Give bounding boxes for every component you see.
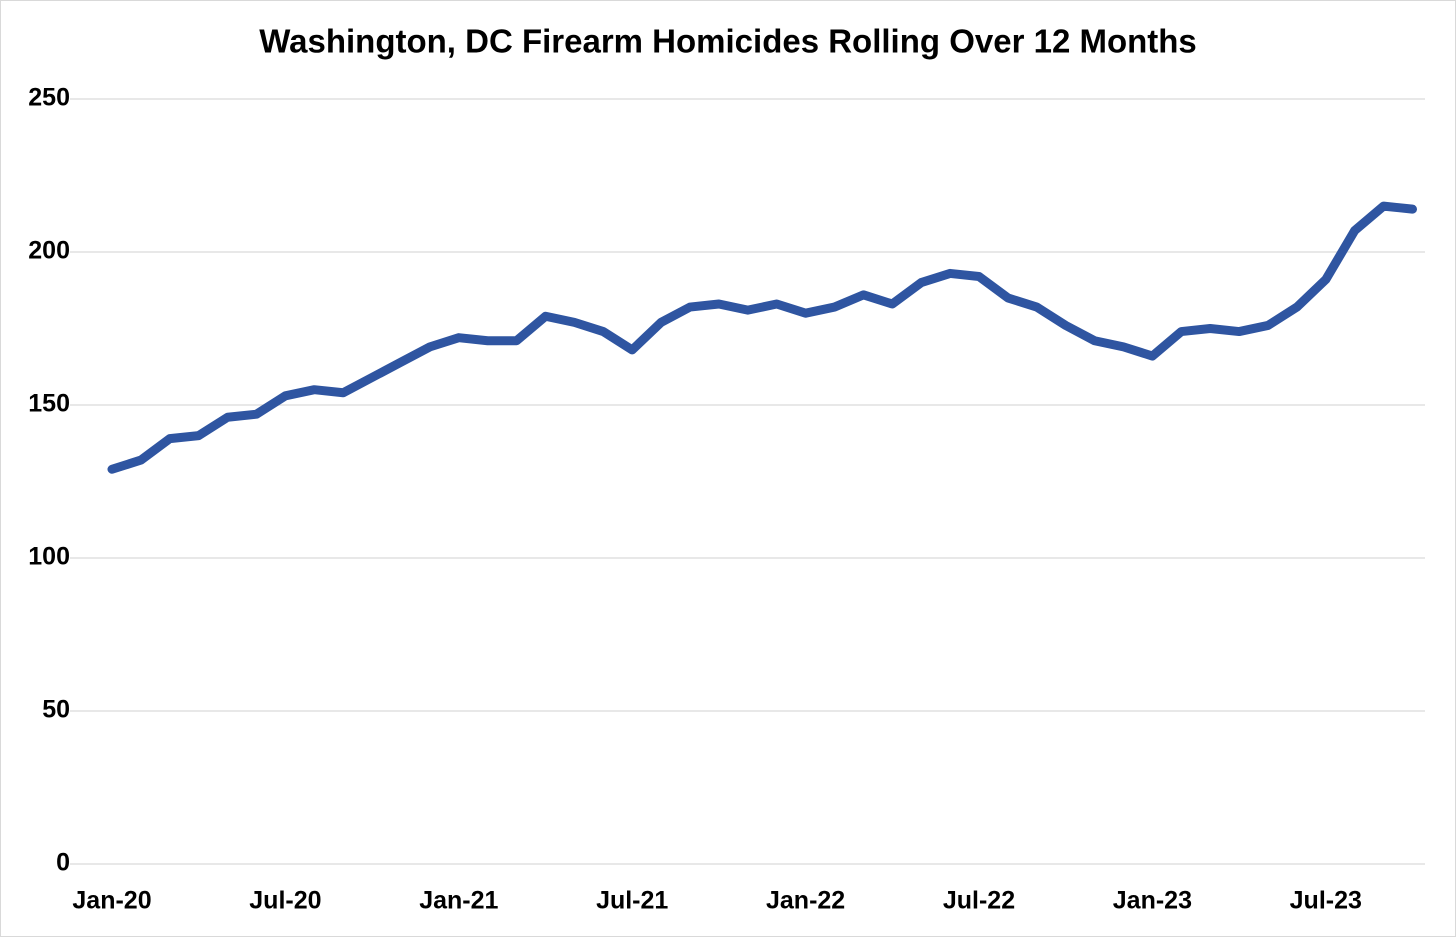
y-tick-label: 200 <box>28 237 70 265</box>
y-tick-label: 100 <box>28 543 70 571</box>
chart-title: Washington, DC Firearm Homicides Rolling… <box>259 23 1197 60</box>
y-tick-label: 250 <box>28 84 70 112</box>
y-tick-label: 50 <box>42 696 70 724</box>
x-tick-label: Jul-23 <box>1290 887 1362 915</box>
y-tick-label: 0 <box>56 849 70 877</box>
x-tick-label: Jan-21 <box>419 887 498 915</box>
x-tick-label: Jul-22 <box>943 887 1015 915</box>
x-tick-label: Jul-20 <box>249 887 321 915</box>
x-tick-label: Jan-20 <box>72 887 151 915</box>
y-tick-label: 150 <box>28 390 70 418</box>
x-tick-label: Jan-22 <box>766 887 845 915</box>
x-tick-label: Jul-21 <box>596 887 668 915</box>
x-tick-label: Jan-23 <box>1113 887 1192 915</box>
data-line <box>107 201 1417 474</box>
